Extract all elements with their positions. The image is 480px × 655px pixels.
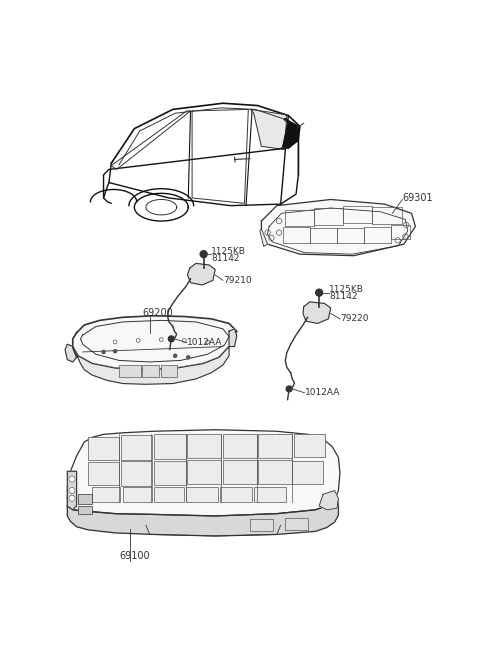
Circle shape: [168, 336, 174, 342]
Bar: [314, 208, 343, 225]
Bar: [285, 210, 314, 227]
Bar: [154, 460, 186, 485]
Bar: [220, 487, 252, 502]
Polygon shape: [73, 316, 237, 369]
Bar: [223, 460, 257, 485]
Polygon shape: [303, 302, 331, 324]
Bar: [186, 487, 218, 502]
Text: 69200: 69200: [142, 309, 173, 318]
Text: 81142: 81142: [211, 253, 240, 263]
Bar: [142, 365, 159, 377]
Bar: [119, 365, 141, 377]
Circle shape: [200, 251, 207, 257]
Bar: [310, 228, 337, 244]
Polygon shape: [262, 200, 415, 255]
Bar: [292, 460, 323, 483]
Polygon shape: [188, 263, 215, 285]
Bar: [88, 437, 119, 460]
Text: 1125KB: 1125KB: [211, 246, 246, 255]
Polygon shape: [283, 119, 299, 148]
Circle shape: [69, 476, 75, 482]
Bar: [154, 487, 184, 502]
Text: 79210: 79210: [223, 276, 252, 285]
Bar: [391, 225, 410, 239]
Polygon shape: [260, 229, 267, 246]
Circle shape: [187, 356, 190, 359]
Text: 1012AA: 1012AA: [304, 388, 340, 398]
Polygon shape: [67, 500, 338, 536]
Circle shape: [102, 350, 105, 354]
Bar: [78, 506, 92, 514]
Circle shape: [69, 487, 75, 494]
Bar: [188, 434, 221, 458]
Polygon shape: [67, 472, 77, 510]
Text: 81142: 81142: [329, 292, 358, 301]
Bar: [121, 461, 152, 486]
Bar: [121, 435, 152, 460]
Bar: [92, 487, 120, 502]
Circle shape: [316, 290, 323, 296]
Polygon shape: [319, 491, 338, 510]
Bar: [364, 227, 391, 242]
Bar: [254, 487, 286, 502]
Circle shape: [174, 354, 177, 358]
Text: 1125KB: 1125KB: [329, 285, 364, 294]
Bar: [78, 495, 92, 504]
Text: 69100: 69100: [119, 551, 150, 561]
Bar: [337, 228, 364, 244]
Bar: [161, 365, 177, 377]
Text: 1012AA: 1012AA: [187, 338, 222, 347]
Polygon shape: [229, 329, 237, 346]
Bar: [294, 434, 324, 457]
Bar: [223, 434, 257, 458]
Bar: [123, 487, 152, 502]
Circle shape: [69, 495, 75, 501]
Bar: [285, 517, 308, 530]
Bar: [258, 434, 292, 458]
Polygon shape: [73, 346, 229, 384]
Circle shape: [114, 350, 117, 353]
Bar: [372, 207, 402, 224]
Text: 69301: 69301: [402, 193, 433, 203]
Bar: [88, 462, 119, 485]
Polygon shape: [65, 345, 77, 362]
Polygon shape: [251, 109, 287, 149]
Text: 79220: 79220: [340, 314, 369, 324]
Bar: [154, 434, 186, 459]
Bar: [258, 460, 292, 485]
Bar: [283, 227, 310, 242]
Bar: [343, 206, 372, 223]
Bar: [188, 460, 221, 485]
Circle shape: [286, 386, 292, 392]
Bar: [250, 519, 273, 531]
Polygon shape: [67, 430, 340, 516]
